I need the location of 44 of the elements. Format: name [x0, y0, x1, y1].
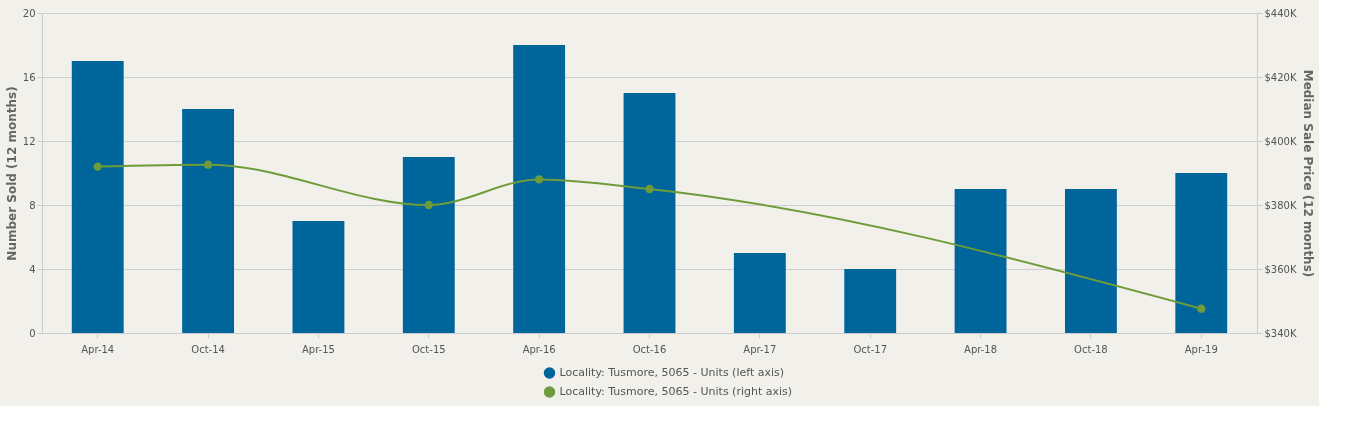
legend-label: Locality: Tusmore, 5065 - Units (right axis)	[559, 385, 793, 398]
bar	[292, 221, 345, 333]
bar	[182, 109, 235, 333]
x-tick-label: Apr-16	[522, 343, 556, 355]
x-tick-label: Oct-17	[853, 343, 888, 355]
bar	[733, 253, 786, 333]
x-tick-label: Oct-15	[411, 343, 446, 355]
x-tick-label: Oct-16	[632, 343, 667, 355]
x-tick-label: Oct-14	[191, 343, 225, 355]
x-tick-label: Apr-14	[81, 343, 115, 355]
y-tick-label: 8	[29, 199, 36, 211]
legend-label: Locality: Tusmore, 5065 - Units (left axis)	[559, 366, 785, 379]
y2-axis-title: Median Sale Price (12 months)	[1300, 69, 1315, 278]
x-tick-label: Apr-15	[301, 343, 335, 355]
y2-tick-label: $340K	[1264, 327, 1297, 339]
y-tick-label: 12	[22, 135, 36, 147]
bar	[71, 61, 124, 333]
y-tick-label: 20	[22, 7, 36, 19]
x-tick-label: Oct-18	[1074, 343, 1108, 355]
point	[1197, 304, 1206, 313]
y-tick-label: 4	[29, 263, 36, 275]
point	[424, 200, 433, 210]
y-tick-label: 16	[22, 71, 36, 83]
x-tick-label: Apr-17	[743, 343, 777, 355]
bar	[623, 93, 676, 333]
point	[534, 175, 544, 184]
y2-tick-label: $360K	[1264, 263, 1297, 275]
point	[645, 184, 654, 194]
y2-tick-label: $380K	[1264, 199, 1297, 211]
x-tick-label: Apr-19	[1184, 343, 1218, 355]
y2-tick-label: $400K	[1264, 135, 1297, 147]
bar	[954, 189, 1007, 333]
bar	[1064, 189, 1117, 333]
point	[203, 160, 213, 169]
y2-tick-label: $420K	[1264, 71, 1297, 83]
bar	[402, 157, 455, 333]
bar	[513, 45, 566, 333]
bar	[1175, 173, 1228, 333]
bar	[844, 269, 897, 333]
y-tick-label: 0	[29, 327, 36, 339]
y2-tick-label: $440K	[1264, 7, 1297, 19]
point	[93, 162, 102, 171]
x-tick-label: Apr-18	[964, 343, 998, 355]
y-axis-title: Number Sold (12 months)	[4, 86, 19, 261]
